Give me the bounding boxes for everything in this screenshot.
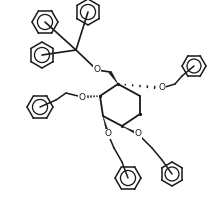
Text: O: O	[78, 93, 85, 102]
Polygon shape	[109, 71, 118, 84]
Polygon shape	[103, 116, 109, 134]
Text: O: O	[135, 130, 141, 139]
Text: O: O	[158, 84, 166, 93]
Polygon shape	[122, 126, 139, 135]
Text: O: O	[94, 65, 100, 74]
Text: O: O	[104, 130, 111, 139]
